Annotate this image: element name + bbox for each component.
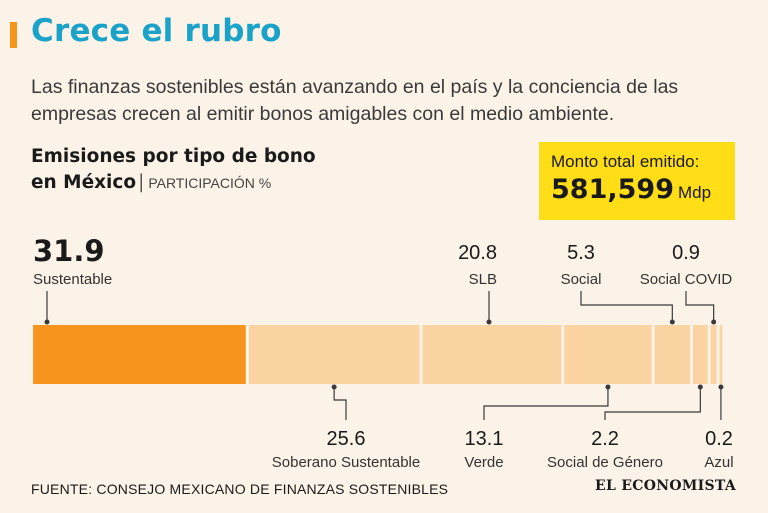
value-label-social: 5.3 xyxy=(567,242,595,264)
leader-dot-social-de-genero xyxy=(697,384,703,390)
bar-social-covid xyxy=(710,325,717,384)
leader-line-verde xyxy=(483,387,609,420)
bar-verde xyxy=(564,325,652,384)
leader-dot-azul xyxy=(718,384,724,390)
publisher-logo: EL ECONOMISTA xyxy=(595,478,736,494)
total-box: Monto total emitido: 581,599 Mdp xyxy=(539,142,735,220)
bar-slb xyxy=(422,325,562,384)
value-label-soberano-sustentable: 25.6 xyxy=(327,428,366,450)
leader-line-social xyxy=(580,291,673,322)
chart-unit: PARTICIPACIÓN % xyxy=(148,175,272,191)
value-label-social-covid: 0.9 xyxy=(672,242,700,264)
leader-line-social-covid xyxy=(685,291,715,322)
source-note: FUENTE: CONSEJO MEXICANO DE FINANZAS SOS… xyxy=(31,481,449,497)
chart-heading-line2: en México xyxy=(31,172,137,193)
chart-heading-line2-row: en México | PARTICIPACIÓN % xyxy=(31,170,316,196)
total-value: 581,599 xyxy=(551,174,674,205)
leader-dot-social-covid xyxy=(711,319,717,325)
category-label-social-de-genero: Social de Género xyxy=(547,454,663,471)
total-value-row: 581,599 Mdp xyxy=(551,174,723,205)
leader-dot-slb xyxy=(486,319,492,325)
value-label-slb: 20.8 xyxy=(458,242,497,264)
category-label-slb: SLB xyxy=(469,271,497,288)
value-label-verde: 13.1 xyxy=(465,428,504,450)
category-label-social-covid: Social COVID xyxy=(640,271,733,288)
leader-dot-soberano-sustentable xyxy=(331,384,337,390)
value-label-sustentable: 31.9 xyxy=(33,234,105,268)
leader-line-soberano-sustentable xyxy=(333,387,347,420)
chart-heading-line1: Emisiones por tipo de bono xyxy=(31,146,316,167)
bar-soberano-sustentable xyxy=(248,325,420,384)
bar-azul xyxy=(719,325,723,384)
title-accent-bar xyxy=(10,22,17,48)
leader-dot-sustentable xyxy=(44,319,50,325)
category-label-sustentable: Sustentable xyxy=(33,271,112,288)
value-label-azul: 0.2 xyxy=(705,428,733,450)
category-label-verde: Verde xyxy=(464,454,503,471)
leader-line-social-de-genero xyxy=(604,387,701,420)
page-title: Crece el rubro xyxy=(31,13,282,49)
category-label-azul: Azul xyxy=(704,454,733,471)
category-label-soberano-sustentable: Soberano Sustentable xyxy=(272,454,420,471)
value-label-social-de-genero: 2.2 xyxy=(591,428,619,450)
leader-dot-social xyxy=(669,319,675,325)
total-unit: Mdp xyxy=(677,183,712,202)
page-subtitle: Las finanzas sostenibles están avanzando… xyxy=(31,76,679,125)
bar-social xyxy=(654,325,690,384)
chart-heading: Emisiones por tipo de bono en México | PAR… xyxy=(31,144,316,196)
total-label: Monto total emitido: xyxy=(551,152,700,171)
heading-separator: | xyxy=(138,172,145,193)
publisher-logo-text: EL ECONOMISTA xyxy=(595,478,736,494)
bar-social-de-genero xyxy=(692,325,708,384)
category-label-social: Social xyxy=(561,271,602,288)
leader-dot-verde xyxy=(605,384,611,390)
bar-sustentable xyxy=(33,325,246,384)
